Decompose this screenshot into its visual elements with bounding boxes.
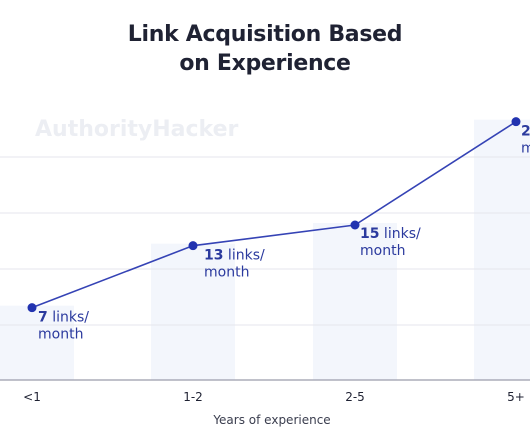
data-label-3: 25 links/month bbox=[521, 124, 530, 157]
data-point-1 bbox=[188, 241, 198, 251]
x-tick-label-2: 2-5 bbox=[345, 390, 365, 404]
background-bar-2 bbox=[313, 223, 397, 380]
data-point-2 bbox=[350, 220, 360, 230]
data-label-1: 13 links/month bbox=[204, 248, 265, 281]
data-point-0 bbox=[27, 303, 37, 313]
data-label-2: 15 links/month bbox=[360, 226, 421, 259]
chart-title-line-1: Link Acquisition Based bbox=[127, 22, 403, 47]
data-label-0: 7 links/month bbox=[38, 310, 89, 343]
data-point-3 bbox=[511, 117, 521, 127]
watermark-text: AuthorityHacker bbox=[35, 117, 238, 142]
background-bar-3 bbox=[474, 119, 530, 381]
background-bar-0 bbox=[0, 305, 74, 380]
x-tick-label-1: 1-2 bbox=[183, 390, 203, 404]
series-line bbox=[31, 120, 517, 309]
background-bar-1 bbox=[151, 243, 235, 380]
x-axis-title: Years of experience bbox=[212, 413, 330, 427]
chart-title-line-2: on Experience bbox=[179, 51, 351, 76]
x-tick-label-3: 5+ bbox=[507, 390, 525, 404]
x-tick-label-0: <1 bbox=[23, 390, 41, 404]
